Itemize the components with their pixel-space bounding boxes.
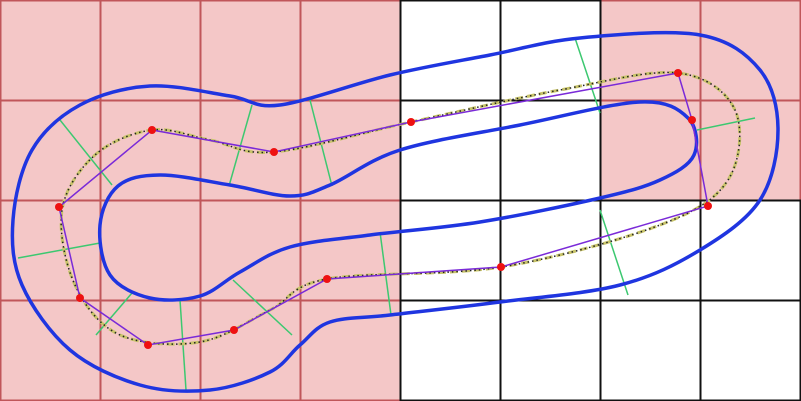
occupied-cell: [199, 199, 302, 302]
occupied-cell: [699, 99, 801, 202]
control-point: [674, 69, 682, 77]
free-cell: [399, 299, 502, 401]
occupied-cell: [699, 0, 801, 102]
free-cell: [499, 299, 602, 401]
control-point: [323, 275, 331, 283]
occupied-cell: [299, 99, 402, 202]
control-point: [704, 202, 712, 210]
control-point: [76, 294, 84, 302]
normal-line: [696, 117, 756, 131]
occupied-cell: [199, 0, 302, 102]
control-point: [148, 126, 156, 134]
occupied-cell: [0, 299, 102, 401]
normal-line: [17, 242, 101, 259]
control-point: [407, 118, 415, 126]
free-cell: [599, 299, 702, 401]
free-cell: [499, 99, 602, 202]
occupied-cell: [0, 0, 102, 102]
occupied-cell: [0, 199, 102, 302]
outer-boundary: [10, 30, 780, 393]
occupied-cell: [99, 0, 202, 102]
free-cell: [699, 199, 801, 302]
occupied-cell: [599, 0, 702, 102]
free-cell: [699, 299, 801, 401]
normal-line: [574, 37, 601, 114]
control-point: [688, 116, 696, 124]
free-cell: [599, 199, 702, 302]
free-cell: [399, 0, 502, 102]
normal-line: [59, 119, 113, 186]
inner-boundary: [97, 100, 699, 302]
control-point: [270, 148, 278, 156]
control-point: [230, 326, 238, 334]
occupied-cell: [99, 99, 202, 202]
normal-line: [95, 292, 133, 336]
occupied-cell: [199, 299, 302, 401]
control-point: [144, 341, 152, 349]
free-cell: [399, 199, 502, 302]
occupied-cell: [99, 199, 202, 302]
track: [10, 30, 780, 393]
normal-line: [599, 209, 629, 296]
control-point: [497, 263, 505, 271]
control-point: [55, 203, 63, 211]
normal-line: [232, 279, 293, 336]
